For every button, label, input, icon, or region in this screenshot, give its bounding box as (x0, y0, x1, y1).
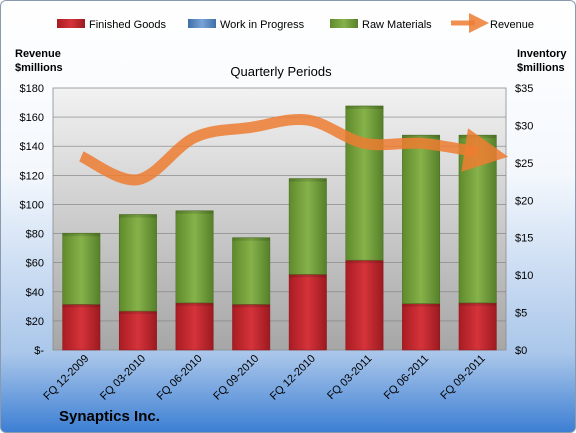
left-tick-label: $60 (26, 258, 44, 270)
bar-finished-goods (232, 304, 271, 351)
bar-raw-materials (288, 178, 327, 275)
bar-finished-goods (345, 259, 384, 351)
bar-top-shade (402, 303, 440, 307)
bar-finished-goods (175, 302, 214, 351)
x-tick-label: FQ 03-2011 (325, 353, 374, 402)
revenue-line (78, 113, 509, 186)
bar-finished-goods (402, 303, 441, 351)
legend-label-finished-goods: Finished Goods (89, 19, 167, 31)
x-tick-label: FQ 09-2010 (211, 353, 261, 403)
bar-raw-materials (345, 105, 384, 261)
right-tick-label: $0 (515, 345, 527, 357)
left-tick-label: $160 (20, 112, 44, 124)
chart-title: Quarterly Periods (230, 64, 332, 79)
bar-raw-materials (175, 210, 214, 304)
bar-raw-materials (118, 214, 157, 312)
legend-label-revenue: Revenue (490, 19, 534, 31)
bar-top-shade (175, 210, 214, 214)
x-tick-label: FQ 06-2011 (382, 353, 431, 402)
bar-top-shade (459, 302, 497, 306)
bar-finished-goods (62, 304, 101, 351)
bar-top-shade (175, 302, 214, 306)
left-tick-label: $80 (26, 229, 44, 241)
x-tick-label: FQ 09-2011 (438, 353, 487, 402)
bar-top-shade (289, 274, 327, 278)
x-tick-label: FQ 12-2010 (268, 353, 318, 403)
company-name: Synaptics Inc. (59, 408, 160, 425)
x-axis-labels: FQ 12-2009 FQ 03-2010 FQ 06-2010 FQ 09-2010… (41, 353, 487, 403)
right-tick-label: $10 (515, 270, 533, 282)
x-tick-label: FQ 12-2009 (41, 353, 91, 403)
bar-top-shade (345, 260, 384, 264)
x-tick-label: FQ 03-2010 (98, 353, 148, 403)
right-tick-label: $25 (515, 158, 533, 170)
bar-raw-materials (402, 134, 441, 304)
bar-top-shade (459, 135, 497, 139)
bar-finished-goods (118, 310, 157, 351)
bar-finished-goods (458, 302, 497, 351)
left-tick-label: $140 (20, 141, 44, 153)
x-tick-label: FQ 06-2010 (155, 353, 205, 403)
left-tick-label: $180 (20, 83, 44, 95)
legend-swatch-finished-goods (57, 19, 85, 28)
bar-top-shade (345, 105, 384, 109)
bar-raw-materials (232, 237, 271, 305)
right-tick-label: $5 (515, 308, 527, 320)
legend-swatch-raw-materials (330, 19, 358, 28)
revenue-series (78, 113, 509, 186)
bar-top-shade (289, 178, 327, 182)
left-tick-label: $- (34, 345, 44, 357)
left-axis-ticks: $- $20 $40 $60 $80 $100 $120 $140 $160 $180 (20, 83, 45, 357)
right-tick-label: $35 (515, 83, 533, 95)
bar-raw-materials (62, 232, 101, 305)
left-axis-title-line1: Revenue (15, 48, 61, 60)
legend: Finished Goods Work in Progress Raw Mate… (57, 13, 534, 33)
bar-finished-goods (288, 274, 327, 351)
right-axis-title-line1: Inventory (517, 48, 567, 60)
right-axis-ticks: $0 $5 $10 $15 $20 $25 $30 $35 (515, 83, 533, 357)
left-axis-title-line2: $millions (15, 62, 63, 74)
bar-top-shade (119, 214, 157, 218)
bar-top-shade (62, 304, 100, 308)
bar-top-shade (232, 237, 270, 241)
right-tick-label: $20 (515, 195, 533, 207)
bar-top-shade (119, 311, 157, 315)
left-tick-label: $120 (20, 170, 44, 182)
left-tick-label: $100 (20, 199, 44, 211)
right-tick-label: $30 (515, 120, 533, 132)
bar-top-shade (232, 304, 270, 308)
right-axis-title-line2: $millions (517, 62, 565, 74)
legend-label-work-in-progress: Work in Progress (220, 19, 305, 31)
bar-top-shade (402, 135, 440, 139)
legend-swatch-work-in-progress (188, 19, 216, 28)
bar-top-shade (62, 233, 100, 237)
legend-label-raw-materials: Raw Materials (362, 19, 432, 31)
right-tick-label: $15 (515, 233, 533, 245)
left-tick-label: $20 (26, 316, 44, 328)
bar-raw-materials (458, 134, 497, 304)
left-tick-label: $40 (26, 287, 44, 299)
